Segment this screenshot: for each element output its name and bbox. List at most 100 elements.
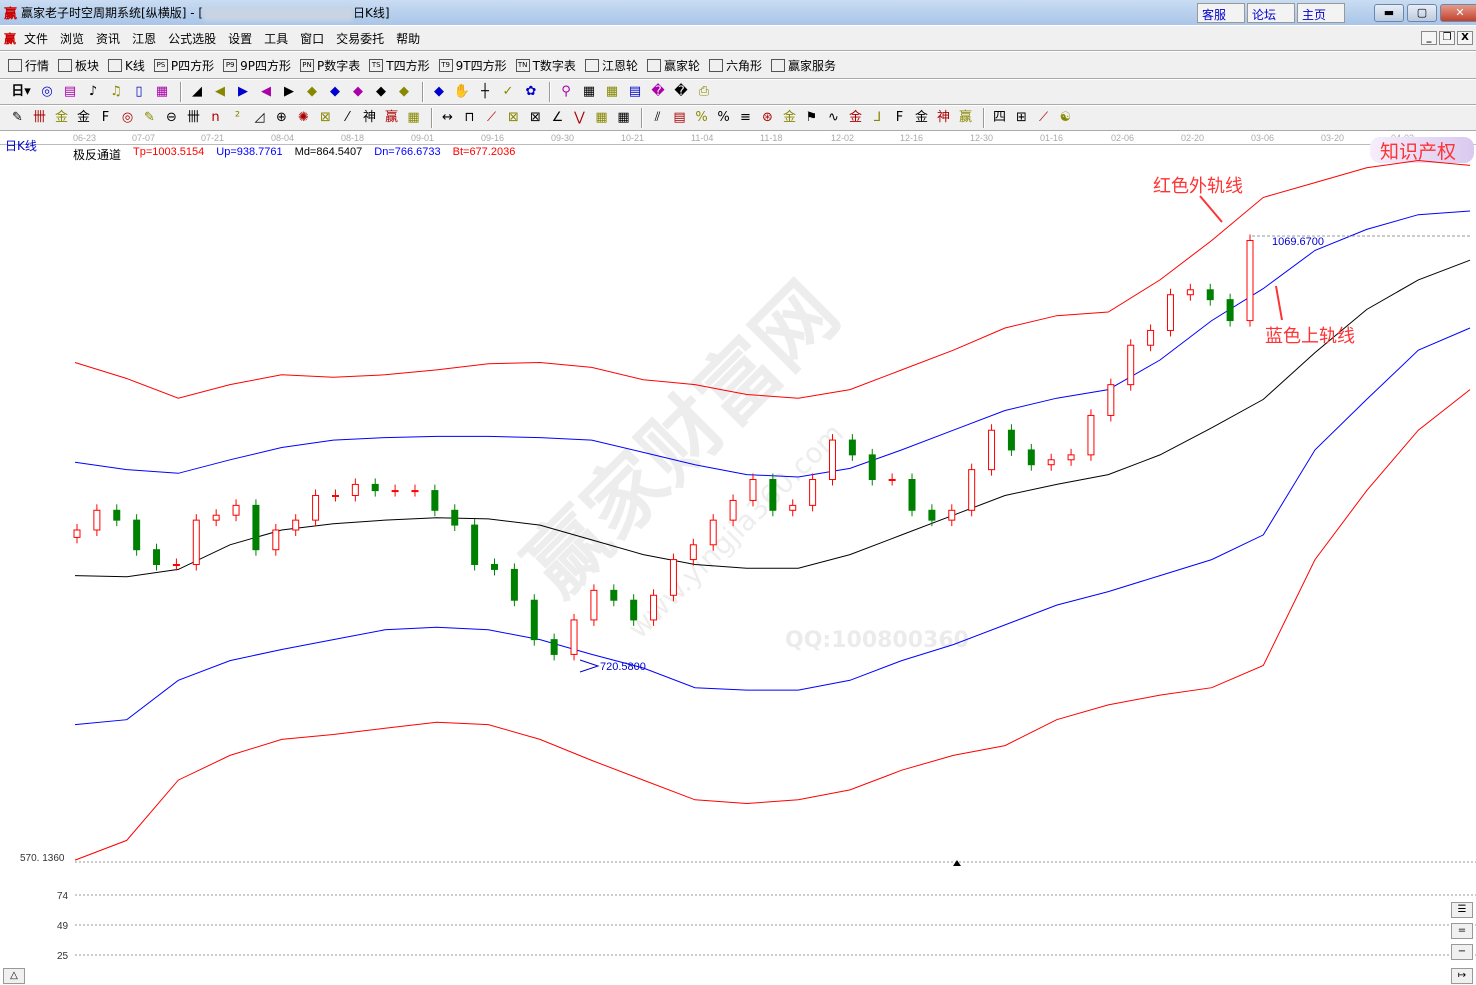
angle-icon[interactable]: ⊠	[320, 110, 331, 125]
gold-red-icon[interactable]: ∿	[828, 110, 839, 125]
wave-icon[interactable]: ⚑	[805, 110, 818, 125]
percent-z-icon[interactable]: ▤	[673, 110, 686, 125]
link-icon[interactable]: ⚲	[561, 84, 571, 99]
ying-icon[interactable]: 神	[362, 110, 376, 125]
menu-4[interactable]: 公式选股	[168, 31, 217, 46]
fan-red-icon[interactable]: ⊓	[464, 110, 475, 125]
toolbar-item-2[interactable]: K线	[108, 57, 145, 74]
expand-button[interactable]: △	[3, 968, 25, 984]
menu-0[interactable]: 文件	[24, 31, 49, 46]
line-tool-icon[interactable]: ✓	[502, 84, 514, 99]
save-icon[interactable]: �	[651, 84, 665, 99]
toolbar-item-5[interactable]: PN P数字表	[300, 57, 360, 74]
v-line-icon[interactable]: ∠	[551, 110, 564, 125]
hand-icon[interactable]: ✋	[453, 84, 471, 99]
grid-icon[interactable]: ⋁	[574, 110, 585, 125]
arrows-icon[interactable]: ▦	[407, 110, 420, 125]
j-fan-icon[interactable]: 金	[848, 110, 862, 125]
nav-center-icon[interactable]: ◆	[434, 84, 444, 99]
gann-box-icon[interactable]: ▦	[155, 84, 169, 99]
gold-lines-icon[interactable]: ⊛	[762, 110, 773, 125]
pen-icon[interactable]: ✎	[12, 110, 23, 125]
print-icon[interactable]: ⎙	[698, 84, 710, 99]
infinity-icon[interactable]: ☯	[1059, 110, 1072, 125]
star-box-icon[interactable]: ✺	[298, 110, 309, 125]
grid-2-icon[interactable]: ▦	[595, 110, 608, 125]
nav-up-icon[interactable]: ◆	[399, 84, 409, 99]
toolbar-item-0[interactable]: 行情	[8, 57, 49, 74]
cross-circle-icon[interactable]: ◿	[254, 110, 265, 125]
shen-fan-icon[interactable]: 金	[914, 110, 928, 125]
candle-style-icon[interactable]: ▯	[135, 84, 143, 99]
panel-layout-3-button[interactable]: ☰	[1451, 902, 1473, 918]
network-icon[interactable]: �	[674, 84, 688, 99]
toolbar-item-3[interactable]: PS P四方形	[153, 57, 214, 74]
percent-icon[interactable]: %	[695, 110, 708, 125]
minimize-button[interactable]: ▬	[1374, 4, 1404, 22]
yinyang-icon[interactable]: ⟋	[1038, 110, 1049, 125]
toolbar-item-6[interactable]: TS T四方形	[369, 57, 430, 74]
link-forum[interactable]: 论坛	[1247, 3, 1295, 23]
fan-box-icon[interactable]: ⊠	[508, 110, 519, 125]
numbers-icon[interactable]: 赢	[384, 110, 398, 125]
web-icon[interactable]: ⊕	[276, 110, 287, 125]
grid-yellow-icon[interactable]: 四	[992, 110, 1006, 125]
first-icon[interactable]: ◀	[215, 84, 225, 99]
f-line-icon[interactable]: F	[101, 110, 110, 125]
nav-right-icon[interactable]: ◆	[330, 84, 340, 99]
n2-icon[interactable]: n	[211, 110, 220, 125]
toolbar-item-8[interactable]: TN T数字表	[515, 57, 576, 74]
trend-icon[interactable]: ⊞	[1016, 110, 1027, 125]
link-service[interactable]: 客服	[1197, 3, 1245, 23]
close-button[interactable]: ✕	[1440, 4, 1476, 22]
prev-icon[interactable]: ◀	[261, 84, 271, 99]
child-restore-button[interactable]: ❐	[1439, 31, 1455, 45]
spiral-icon[interactable]: ◎	[121, 110, 134, 125]
ying-fan-icon[interactable]: 神	[936, 110, 950, 125]
period-9-icon[interactable]: ♫	[110, 84, 122, 99]
period-3-icon[interactable]: ♪	[88, 84, 98, 99]
panel-layout-2-button[interactable]: =	[1451, 923, 1473, 939]
box-fan-icon[interactable]: ⟋	[486, 110, 497, 125]
table-icon[interactable]: ⫽	[654, 110, 661, 125]
brush-icon[interactable]: ✎	[144, 110, 155, 125]
angle-fan-icon[interactable]: ⊠	[530, 110, 541, 125]
panel-menu-button[interactable]: ↦	[1451, 968, 1473, 984]
notes-icon[interactable]: ▤	[63, 84, 77, 99]
menu-9[interactable]: 帮助	[396, 31, 421, 46]
maximize-button[interactable]: ▢	[1407, 4, 1437, 22]
menu-7[interactable]: 窗口	[300, 31, 325, 46]
gold-2-icon[interactable]: 金	[76, 110, 90, 125]
toolbar-item-7[interactable]: T9 9T四方形	[438, 57, 507, 74]
gold-fan-icon[interactable]: F	[895, 110, 904, 125]
child-minimize-button[interactable]: _	[1421, 31, 1437, 45]
flower-icon[interactable]: ✿	[525, 84, 537, 99]
menu-2[interactable]: 资讯	[96, 31, 121, 46]
lines-2-icon[interactable]: 卌	[32, 110, 46, 125]
candle-mark-icon[interactable]: 金	[782, 110, 796, 125]
gold-1-icon[interactable]: 金	[54, 110, 68, 125]
lines-4-icon[interactable]: 卌	[186, 110, 200, 125]
menu-3[interactable]: 江恩	[132, 31, 157, 46]
triangle-icon[interactable]: ²	[234, 110, 241, 125]
child-close-button[interactable]: X	[1457, 31, 1473, 45]
toolbar-item-9[interactable]: 江恩轮	[584, 57, 638, 74]
four-fan-icon[interactable]: 赢	[958, 110, 972, 125]
crosshair-icon[interactable]: ┼	[481, 84, 489, 99]
panel-layout-1-button[interactable]: −	[1451, 944, 1473, 960]
nav-in-icon[interactable]: ◆	[376, 84, 386, 99]
calendar-icon[interactable]: ▦	[582, 84, 596, 99]
gold-circle-icon[interactable]: ≡	[740, 110, 751, 125]
link-home[interactable]: 主页	[1297, 3, 1345, 23]
menu-1[interactable]: 浏览	[60, 31, 85, 46]
next-icon[interactable]: ▶	[284, 84, 294, 99]
toolbar-item-12[interactable]: 赢家服务	[770, 57, 836, 74]
f-fan-icon[interactable]: ⅃	[873, 110, 882, 125]
percent-lines-icon[interactable]: %	[717, 110, 730, 125]
report-icon[interactable]: ▤	[628, 84, 642, 99]
parallel-icon[interactable]: ▦	[617, 110, 630, 125]
toolbar-item-10[interactable]: 赢家轮	[646, 57, 700, 74]
shen-icon[interactable]: ⁄	[346, 110, 349, 125]
menu-8[interactable]: 交易委托	[336, 31, 385, 46]
period-dropdown[interactable]: 日▾	[11, 84, 31, 99]
